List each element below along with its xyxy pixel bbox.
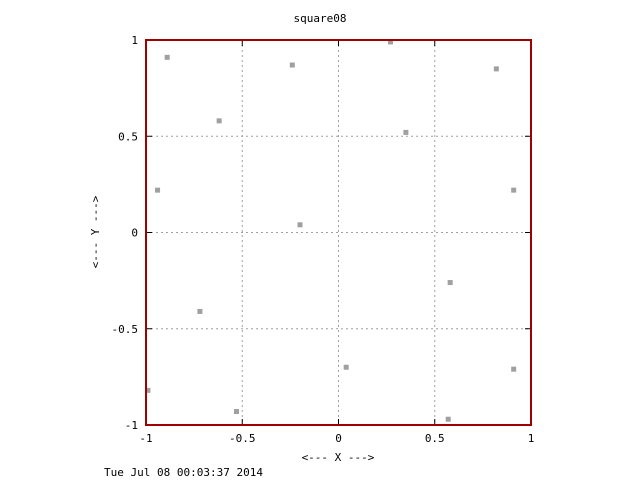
data-point [445,416,451,422]
grid-lines [146,40,531,425]
data-point [297,222,303,228]
chart-title: square08 [293,12,347,25]
data-point [511,187,517,193]
tick-labels: -1 -0.5 0 0.5 1 -1 -0.5 0 0.5 1 [112,34,535,445]
x-tick-label: -1 [139,432,152,445]
data-point [233,409,239,415]
data-point [155,187,161,193]
plot-frame [145,39,532,426]
data-point [447,280,453,286]
data-point [403,129,409,135]
y-tick-label: -1 [125,419,138,432]
data-point [343,364,349,370]
data-points [145,39,517,422]
y-tick-label: 1 [131,34,138,47]
tick-marks [145,39,532,426]
data-point [289,62,295,68]
data-point [216,118,222,124]
x-tick-label: 0 [335,432,342,445]
y-tick-label: 0 [131,227,138,240]
data-point [197,308,203,314]
data-point [164,54,170,60]
y-tick-label: 0.5 [118,130,138,143]
data-point [493,66,499,72]
x-tick-label: 0.5 [425,432,445,445]
y-tick-label: -0.5 [112,323,139,336]
data-point [387,39,393,45]
x-axis-label: <--- X ---> [302,451,375,464]
data-point [145,387,151,393]
timestamp: Tue Jul 08 00:03:37 2014 [104,466,263,479]
data-point [511,366,517,372]
x-tick-label: 1 [528,432,535,445]
y-axis-label: <--- Y ---> [89,195,102,268]
x-tick-label: -0.5 [229,432,256,445]
